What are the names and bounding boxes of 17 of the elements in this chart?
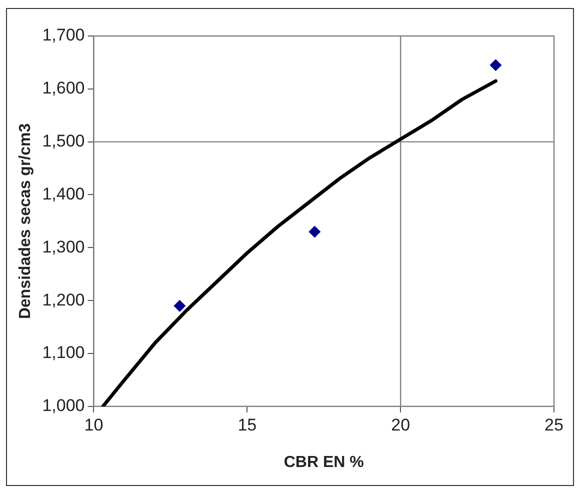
y-tick-label: 1,000 [42, 396, 85, 416]
y-tick-label: 1,500 [42, 132, 85, 151]
y-tick-label: 1,400 [42, 184, 85, 204]
y-axis-title: Densidades secas gr/cm3 [17, 123, 34, 320]
x-tick-label: 20 [391, 415, 410, 434]
point [490, 59, 502, 72]
y-tick-label: 1,600 [42, 78, 85, 98]
x-tick-label: 25 [544, 415, 564, 434]
y-tick-label: 1,300 [42, 237, 85, 256]
y-tick-label: 1,200 [42, 290, 85, 310]
x-tick-label: 15 [238, 415, 257, 434]
point [174, 300, 186, 312]
x-tick-label: 10 [84, 415, 104, 434]
point [308, 226, 321, 238]
y-tick-label: 1,700 [42, 26, 85, 45]
y-tick-label: 1,100 [42, 343, 85, 362]
x-axis-title: CBR EN % [284, 454, 364, 471]
